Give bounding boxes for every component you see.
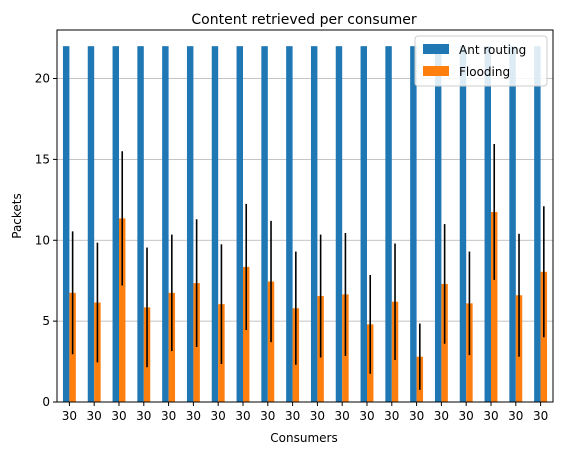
bar-ant-routing <box>137 46 143 402</box>
bar-ant-routing <box>63 46 69 402</box>
bar-ant-routing <box>261 46 267 402</box>
x-tick-label: 30 <box>111 409 126 423</box>
bar-ant-routing <box>509 46 515 402</box>
x-tick-label: 30 <box>359 409 374 423</box>
bar-ant-routing <box>361 46 367 402</box>
bar-ant-routing <box>162 46 168 402</box>
legend-label-flooding: Flooding <box>459 65 510 79</box>
x-tick-label: 30 <box>260 409 275 423</box>
bar-ant-routing <box>485 46 491 402</box>
x-tick-label: 30 <box>161 409 176 423</box>
grid-lines <box>57 79 553 402</box>
x-tick-label: 30 <box>409 409 424 423</box>
bar-ant-routing <box>286 46 292 402</box>
x-tick-label: 30 <box>459 409 474 423</box>
bar-ant-routing <box>336 46 342 402</box>
x-tick-label: 30 <box>136 409 151 423</box>
x-tick-label: 30 <box>483 409 498 423</box>
bar-ant-routing <box>237 46 243 402</box>
y-tick-label: 10 <box>35 233 50 247</box>
x-tick-label: 30 <box>310 409 325 423</box>
bar-ant-routing <box>410 46 416 402</box>
bar-ant-routing <box>212 46 218 402</box>
x-tick-label: 30 <box>211 409 226 423</box>
bar-ant-routing <box>460 46 466 402</box>
legend-swatch-flooding <box>423 66 449 76</box>
chart-title: Content retrieved per consumer <box>191 12 416 28</box>
y-axis-ticks: 0 5 10 15 20 <box>35 72 57 409</box>
bar-ant-routing <box>435 46 441 402</box>
bar-ant-routing <box>88 46 94 402</box>
x-tick-label: 30 <box>235 409 250 423</box>
x-axis-ticks: 30 30 30 30 30 30 30 30 30 30 30 30 30 30 30 30 30 30 30 30 <box>62 402 548 423</box>
x-tick-label: 30 <box>285 409 300 423</box>
legend-swatch-ant-routing <box>423 44 449 54</box>
y-tick-label: 20 <box>35 72 50 86</box>
x-tick-label: 30 <box>335 409 350 423</box>
x-tick-label: 30 <box>62 409 77 423</box>
y-axis-label: Packets <box>10 193 24 239</box>
y-tick-label: 15 <box>35 152 50 166</box>
y-tick-label: 0 <box>42 395 50 409</box>
x-tick-label: 30 <box>508 409 523 423</box>
bar-ant-routing <box>113 46 119 402</box>
bar-ant-routing <box>534 46 540 402</box>
bars-group <box>63 46 547 402</box>
x-tick-label: 30 <box>384 409 399 423</box>
bar-ant-routing <box>187 46 193 402</box>
legend-label-ant-routing: Ant routing <box>459 43 526 57</box>
x-tick-label: 30 <box>434 409 449 423</box>
x-tick-label: 30 <box>186 409 201 423</box>
x-tick-label: 30 <box>533 409 548 423</box>
bar-ant-routing <box>385 46 391 402</box>
bar-ant-routing <box>311 46 317 402</box>
x-axis-label: Consumers <box>270 431 337 445</box>
x-tick-label: 30 <box>87 409 102 423</box>
y-tick-label: 5 <box>42 314 50 328</box>
legend: Ant routing Flooding <box>415 36 547 86</box>
